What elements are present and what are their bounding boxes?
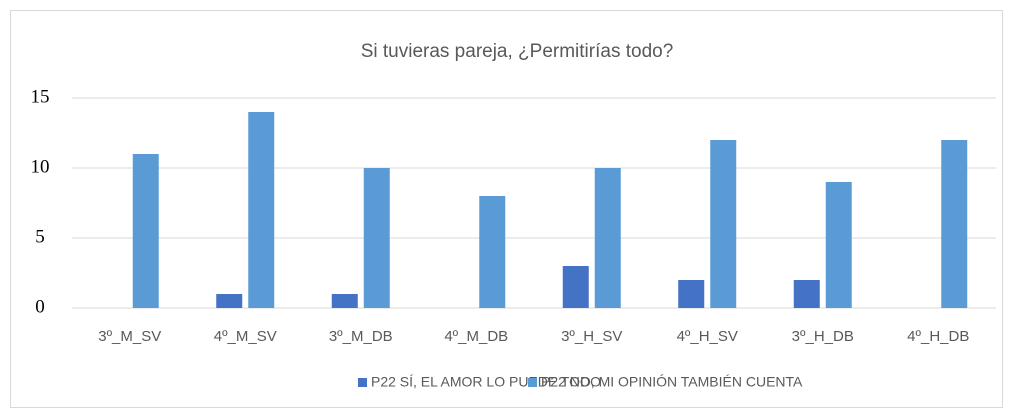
- y-tick-label: 15: [31, 86, 50, 107]
- bar: [479, 196, 506, 308]
- bar: [248, 112, 275, 308]
- legend-label: P22 NO, MI OPINIÓN TAMBIÉN CUENTA: [541, 374, 803, 390]
- bar: [710, 140, 737, 308]
- bar: [331, 294, 358, 308]
- bar: [363, 168, 390, 308]
- bar: [594, 168, 621, 308]
- x-tick-label: 3º_H_DB: [792, 328, 854, 345]
- bar: [562, 266, 589, 308]
- bar: [793, 280, 820, 308]
- legend-label: P22 SÍ, EL AMOR LO PUEDE TODO: [371, 374, 601, 390]
- y-tick-label: 0: [35, 296, 45, 317]
- x-tick-label: 4º_H_DB: [907, 328, 969, 345]
- bar: [941, 140, 968, 308]
- x-tick-label: 4º_H_SV: [677, 328, 738, 345]
- chart-frame: [10, 10, 1003, 408]
- legend-swatch: [358, 378, 367, 387]
- x-tick-label: 4º_M_DB: [444, 328, 508, 345]
- x-tick-label: 3º_H_SV: [561, 328, 622, 345]
- y-tick-label: 10: [31, 156, 50, 177]
- y-tick-label: 5: [35, 226, 45, 247]
- x-tick-label: 3º_M_DB: [329, 328, 393, 345]
- bar: [678, 280, 705, 308]
- bar: [132, 154, 159, 308]
- legend-swatch: [528, 378, 537, 387]
- bar: [216, 294, 243, 308]
- x-tick-label: 4º_M_SV: [214, 328, 277, 345]
- bar: [825, 182, 852, 308]
- chart-title: Si tuvieras pareja, ¿Permitirías todo?: [361, 41, 674, 62]
- x-tick-label: 3º_M_SV: [98, 328, 161, 345]
